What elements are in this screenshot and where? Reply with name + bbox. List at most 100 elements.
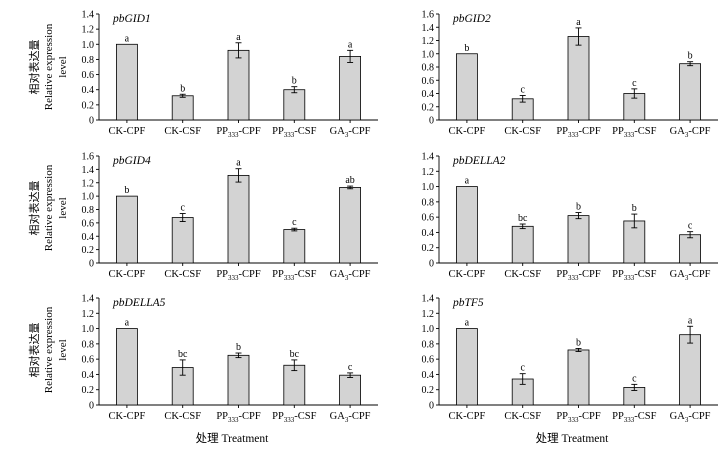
y-tick-label: 0.4: [422, 228, 435, 239]
significance-label: a: [688, 315, 693, 326]
bar: [567, 349, 590, 406]
bar: [283, 89, 306, 121]
significance-label: bc: [518, 213, 528, 224]
significance-label: c: [520, 363, 525, 374]
category-label: PP333-CPF: [556, 126, 601, 139]
y-tick-label: 1.2: [422, 36, 435, 47]
y-axis-label-en2: level: [57, 56, 69, 77]
y-tick-label: 1.4: [422, 152, 435, 163]
y-tick-label: 0.6: [422, 76, 435, 87]
significance-label: b: [236, 342, 241, 353]
bar: [227, 354, 250, 406]
significance-label: c: [632, 373, 637, 384]
category-label: CK-CSF: [504, 411, 541, 422]
y-axis-label-en1: Relative expression: [43, 306, 55, 393]
category-label: CK-CPF: [109, 126, 146, 137]
significance-label: bc: [290, 349, 300, 360]
panel-title: pbDELLA5: [112, 297, 166, 309]
y-tick-label: 0.8: [82, 205, 95, 216]
panel-pbGID4: 0 0.2 0.4 0.6 0.8 1.0 1.2 1.4 1.6 pbGID4 b CK-CPF c C…: [82, 152, 378, 282]
category-label: GA3-CPF: [670, 411, 711, 424]
y-tick-label: 1.2: [422, 309, 435, 320]
category-label: GA3-CPF: [330, 126, 371, 139]
category-label: CK-CPF: [449, 411, 486, 422]
y-tick-label: 1.0: [82, 324, 95, 335]
significance-label: b: [632, 203, 637, 214]
panel-pbTF5: 0 0.2 0.4 0.6 0.8 1.0 1.2 1.4 pbTF5 a CK-CPF c CK-CS…: [422, 294, 718, 424]
y-tick-label: 0: [429, 116, 434, 127]
category-label: GA3-CPF: [670, 126, 711, 139]
significance-label: c: [688, 221, 693, 232]
y-tick-label: 0: [429, 259, 434, 270]
y-tick-label: 0: [89, 401, 94, 412]
y-tick-label: 0.2: [82, 245, 95, 256]
bar: [283, 364, 306, 406]
x-axis-label-left: 处理 Treatment: [196, 432, 270, 445]
bar: [339, 187, 362, 264]
y-tick-label: 1.4: [82, 10, 95, 21]
category-label: PP333-CSF: [272, 269, 317, 282]
significance-label: bc: [178, 349, 188, 360]
y-tick-label: 1.4: [422, 294, 435, 305]
significance-label: b: [180, 83, 185, 94]
bar: [567, 36, 590, 121]
y-tick-label: 1.6: [422, 10, 435, 21]
bar: [455, 328, 478, 406]
category-label: CK-CPF: [109, 269, 146, 280]
bar: [227, 49, 250, 121]
category-label: CK-CSF: [504, 126, 541, 137]
y-tick-label: 1.0: [422, 49, 435, 60]
bar: [511, 225, 534, 264]
significance-label: c: [520, 84, 525, 95]
category-label: CK-CSF: [164, 411, 201, 422]
panel-title: pbDELLA2: [452, 155, 506, 167]
y-tick-label: 1.2: [422, 167, 435, 178]
significance-label: ab: [345, 175, 354, 186]
y-tick-label: 0.2: [422, 385, 435, 396]
significance-label: a: [576, 17, 581, 28]
category-label: GA3-CPF: [330, 411, 371, 424]
y-axis-label-row-2: 相对表达量 Relative expression level: [27, 164, 69, 251]
y-tick-label: 0.2: [82, 100, 95, 111]
bar: [679, 334, 701, 406]
y-tick-label: 0.8: [422, 339, 435, 350]
bar: [567, 215, 590, 264]
panel-pbGID1: 0 0.2 0.4 0.6 0.8 1.0 1.2 1.4 pbGID1 a CK-CPF b CK-C…: [82, 10, 378, 139]
significance-label: a: [348, 39, 353, 50]
y-tick-label: 0.4: [82, 85, 95, 96]
y-tick-label: 0.6: [422, 213, 435, 224]
y-axis-label-row-1: 相对表达量 Relative expression level: [27, 23, 69, 110]
panel-pbDELLA5: 00.20.40.60.81.01.21.4 pbDELLA5aCK-CPFbcC…: [82, 294, 378, 424]
y-tick-label: 0.8: [422, 197, 435, 208]
x-axis-label-right: 处理 Treatment: [536, 432, 610, 445]
y-tick-label: 1.4: [82, 165, 95, 176]
bar: [455, 53, 478, 121]
category-label: PP333-CPF: [216, 269, 261, 282]
category-label: CK-CPF: [109, 411, 146, 422]
y-tick-label: 0.2: [422, 243, 435, 254]
significance-label: b: [688, 51, 693, 62]
y-axis-label-en2: level: [57, 339, 69, 360]
bar: [283, 229, 306, 264]
category-label: PP333-CSF: [612, 411, 657, 424]
y-axis-label-cn: 相对表达量: [27, 181, 41, 236]
category-label: CK-CSF: [164, 126, 201, 137]
y-axis-label-cn: 相对表达量: [27, 40, 41, 95]
significance-label: c: [180, 203, 185, 214]
bar: [339, 374, 362, 406]
y-tick-label: 1.0: [422, 182, 435, 193]
bar: [116, 195, 138, 264]
category-label: GA3-CPF: [330, 269, 371, 282]
y-axis-label-en1: Relative expression: [43, 23, 55, 110]
y-axis-label-cn: 相对表达量: [27, 323, 41, 378]
category-label: CK-CPF: [449, 269, 486, 280]
category-label: CK-CSF: [504, 269, 541, 280]
y-tick-label: 1.4: [422, 23, 435, 34]
y-tick-label: 0.4: [422, 370, 435, 381]
y-tick-label: 0.6: [82, 218, 95, 229]
y-tick-label: 0.6: [82, 70, 95, 81]
bar: [116, 328, 138, 406]
bar: [455, 186, 478, 264]
category-label: CK-CSF: [164, 269, 201, 280]
